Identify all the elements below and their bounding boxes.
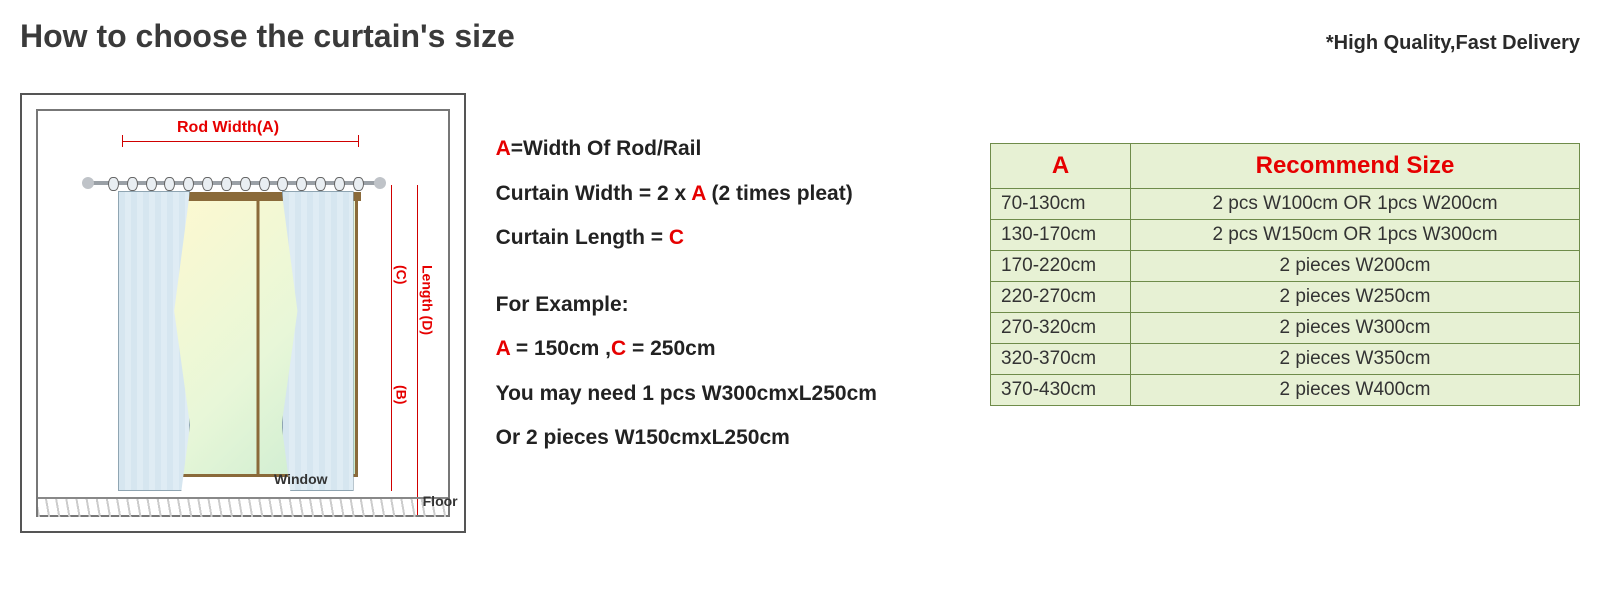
length-pre: Curtain Length = bbox=[496, 226, 669, 249]
width-a: A bbox=[691, 182, 705, 205]
range-cell: 130-170cm bbox=[991, 220, 1131, 251]
dimension-line-c bbox=[391, 185, 392, 491]
table-row: 130-170cm2 pcs W150cm OR 1pcs W300cm bbox=[991, 220, 1580, 251]
range-cell: 70-130cm bbox=[991, 189, 1131, 220]
range-cell: 270-320cm bbox=[991, 313, 1131, 344]
range-cell: 170-220cm bbox=[991, 251, 1131, 282]
a-letter: A bbox=[496, 137, 511, 160]
recommend-cell: 2 pieces W400cm bbox=[1131, 375, 1580, 406]
page-title: How to choose the curtain's size bbox=[20, 18, 515, 55]
width-post: (2 times pleat) bbox=[706, 182, 853, 205]
table-header-recommend: Recommend Size bbox=[1131, 144, 1580, 189]
recommend-cell: 2 pieces W300cm bbox=[1131, 313, 1580, 344]
example-values: A = 150cm ,C = 250cm bbox=[496, 333, 960, 366]
example-header: For Example: bbox=[496, 289, 960, 322]
range-cell: 220-270cm bbox=[991, 282, 1131, 313]
length-c-label: (C) bbox=[394, 265, 410, 284]
curtain-rings bbox=[108, 177, 364, 193]
recommend-cell: 2 pieces W250cm bbox=[1131, 282, 1580, 313]
example-or: Or 2 pieces W150cmxL250cm bbox=[496, 422, 960, 455]
ex-c-val: = 250cm bbox=[626, 337, 715, 360]
dimension-line-d bbox=[417, 185, 418, 515]
length-c: C bbox=[669, 226, 684, 249]
table-header-a: A bbox=[991, 144, 1131, 189]
width-pre: Curtain Width = 2 x bbox=[496, 182, 692, 205]
length-b-label: (B) bbox=[394, 385, 410, 404]
table-row: 320-370cm2 pieces W350cm bbox=[991, 344, 1580, 375]
width-formula: Curtain Width = 2 x A (2 times pleat) bbox=[496, 178, 960, 211]
recommend-cell: 2 pcs W150cm OR 1pcs W300cm bbox=[1131, 220, 1580, 251]
floor-hatch bbox=[38, 499, 448, 517]
recommend-size-table: A Recommend Size 70-130cm2 pcs W100cm OR… bbox=[990, 93, 1580, 533]
floor-label: Floor bbox=[423, 493, 458, 509]
table-row: 370-430cm2 pieces W400cm bbox=[991, 375, 1580, 406]
ex-a: A bbox=[496, 337, 510, 360]
recommend-cell: 2 pieces W200cm bbox=[1131, 251, 1580, 282]
tagline: *High Quality,Fast Delivery bbox=[1326, 32, 1580, 55]
table-row: 70-130cm2 pcs W100cm OR 1pcs W200cm bbox=[991, 189, 1580, 220]
length-formula: Curtain Length = C bbox=[496, 222, 960, 255]
range-cell: 320-370cm bbox=[991, 344, 1131, 375]
table-row: 220-270cm2 pieces W250cm bbox=[991, 282, 1580, 313]
example-need: You may need 1 pcs W300cmxL250cm bbox=[496, 378, 960, 411]
recommend-cell: 2 pieces W350cm bbox=[1131, 344, 1580, 375]
table-row: 270-320cm2 pieces W300cm bbox=[991, 313, 1580, 344]
range-cell: 370-430cm bbox=[991, 375, 1131, 406]
rod-width-label: Rod Width(A) bbox=[177, 119, 279, 137]
table-row: 170-220cm2 pieces W200cm bbox=[991, 251, 1580, 282]
window-diagram: Rod Width(A) Length (D) (C) (B) Window F… bbox=[20, 93, 466, 533]
length-d-label: Length (D) bbox=[420, 265, 436, 335]
ex-a-val: = 150cm , bbox=[510, 337, 611, 360]
ex-c: C bbox=[611, 337, 626, 360]
rod-width-dimension-line bbox=[122, 141, 359, 142]
a-def-text: =Width Of Rod/Rail bbox=[511, 137, 702, 160]
a-definition: A=Width Of Rod/Rail bbox=[496, 133, 960, 166]
explanation-block: A=Width Of Rod/Rail Curtain Width = 2 x … bbox=[496, 93, 960, 533]
window-label: Window bbox=[274, 471, 328, 487]
recommend-cell: 2 pcs W100cm OR 1pcs W200cm bbox=[1131, 189, 1580, 220]
